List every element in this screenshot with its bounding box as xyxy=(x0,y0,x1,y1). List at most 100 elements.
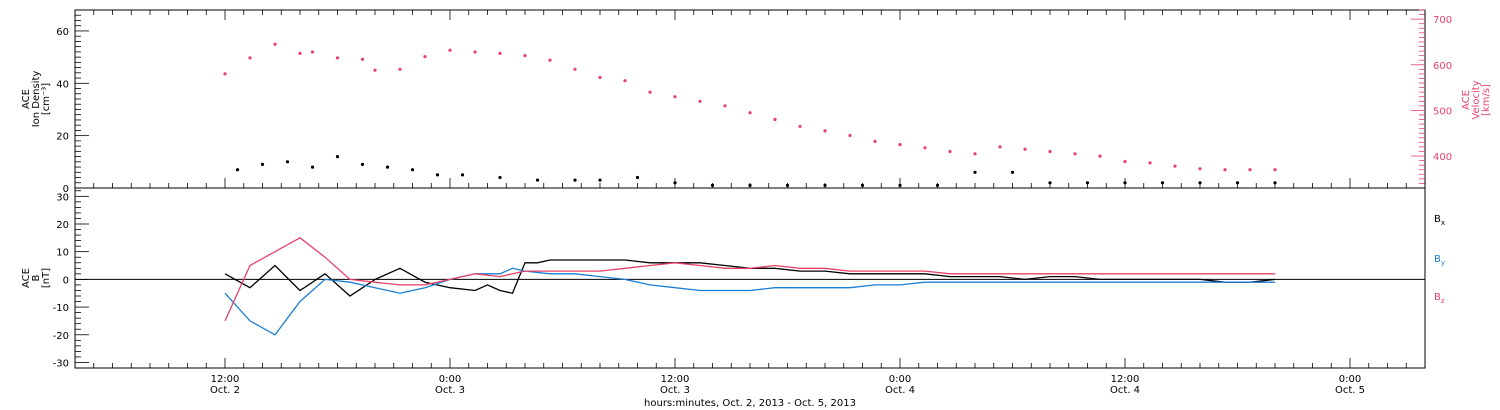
data-point xyxy=(335,155,340,159)
field-axis-label-line: ACE xyxy=(21,268,32,288)
data-point xyxy=(1048,181,1052,185)
legend-bz: Bz xyxy=(1434,292,1445,305)
time-tick-label: 0:00 xyxy=(439,374,461,385)
data-point xyxy=(1223,168,1227,172)
field-tick-label: 20 xyxy=(56,220,69,231)
data-point xyxy=(498,51,502,56)
data-point xyxy=(648,90,652,94)
data-point xyxy=(898,143,902,147)
data-point xyxy=(698,99,702,103)
date-tick-label: Oct. 3 xyxy=(435,385,465,396)
field-axis-label-line: [nT] xyxy=(41,268,52,288)
data-point xyxy=(573,67,577,71)
velocity-axis-label-line: [km/s] xyxy=(1481,84,1492,116)
data-point xyxy=(223,72,227,76)
x-axis-title: hours:minutes, Oct. 2, 2013 - Oct. 5, 20… xyxy=(644,398,856,409)
density-axis-label: ACE Ion Density [cm⁻³] xyxy=(21,71,52,128)
data-point xyxy=(948,149,952,154)
data-point xyxy=(573,178,577,182)
data-point xyxy=(673,95,677,99)
data-point xyxy=(623,79,627,83)
data-point xyxy=(373,68,377,72)
density-tick-label: 40 xyxy=(56,79,69,90)
data-point xyxy=(473,50,477,54)
field-tick-label: -10 xyxy=(53,303,69,314)
field-tick-label: -20 xyxy=(53,331,69,342)
data-point xyxy=(973,170,977,174)
data-point xyxy=(1273,181,1277,185)
magnetic-field-panel: -30 -20 -10 0 10 20 30 ACE B [nT] Bx By Bz xyxy=(21,187,1445,369)
data-point xyxy=(848,133,852,138)
velocity-tick-label: 700 xyxy=(1433,15,1452,26)
series-by xyxy=(224,267,1275,336)
velocity-axis-label: ACE Velocity [km/s] xyxy=(1461,80,1492,119)
date-tick-label: Oct. 4 xyxy=(885,385,915,396)
data-point xyxy=(498,175,502,180)
data-point xyxy=(535,178,540,182)
data-point xyxy=(1085,181,1090,185)
data-point xyxy=(460,173,465,177)
data-point xyxy=(635,175,640,180)
date-tick-label: Oct. 5 xyxy=(1335,385,1365,396)
data-point xyxy=(748,111,752,115)
data-point xyxy=(360,57,365,61)
field-tick-label: -30 xyxy=(53,358,69,369)
data-point xyxy=(435,173,440,177)
date-tick-label: Oct. 3 xyxy=(660,385,690,396)
data-point xyxy=(260,162,265,166)
data-point xyxy=(1235,181,1240,185)
data-point xyxy=(385,165,390,169)
top-panel-frame xyxy=(74,9,1426,189)
data-point xyxy=(1023,147,1027,151)
field-tick-label: 0 xyxy=(63,275,69,286)
field-tick-label: 10 xyxy=(56,248,69,259)
data-point xyxy=(798,124,802,128)
time-tick-label: 12:00 xyxy=(1111,374,1140,385)
data-point xyxy=(360,162,365,166)
bottom-panel-frame xyxy=(74,187,1426,369)
velocity-axis-label-line: ACE xyxy=(1461,90,1472,110)
velocity-tick-label: 400 xyxy=(1433,152,1452,163)
date-tick-label: Oct. 2 xyxy=(210,385,240,396)
data-point xyxy=(598,178,602,182)
data-point xyxy=(548,58,552,62)
data-point xyxy=(723,104,727,108)
data-point xyxy=(1248,168,1252,172)
data-point xyxy=(398,67,402,71)
density-tick-label: 0 xyxy=(63,184,69,195)
time-tick-label: 12:00 xyxy=(661,374,690,385)
data-point xyxy=(235,168,240,172)
data-point xyxy=(873,139,877,143)
data-point xyxy=(285,160,290,164)
data-point xyxy=(923,146,927,150)
time-tick-label: 0:00 xyxy=(1339,374,1361,385)
data-point xyxy=(773,117,777,122)
data-point xyxy=(1010,170,1015,174)
data-point xyxy=(823,129,827,133)
data-point xyxy=(1198,181,1202,185)
data-point xyxy=(523,54,527,58)
field-axis-label-line: B xyxy=(31,274,42,281)
data-point xyxy=(448,48,452,52)
data-point xyxy=(1160,181,1165,185)
density-axis-label-line: [cm⁻³] xyxy=(41,83,52,115)
series-ion-density xyxy=(235,155,1277,187)
legend-bx: Bx xyxy=(1434,214,1445,227)
date-tick-label: Oct. 4 xyxy=(1110,385,1140,396)
data-point xyxy=(298,51,302,56)
data-point xyxy=(1098,154,1102,158)
data-point xyxy=(310,50,315,54)
data-point xyxy=(973,152,977,156)
data-point xyxy=(1148,161,1152,165)
data-point xyxy=(273,42,277,46)
velocity-tick-label: 500 xyxy=(1433,106,1452,117)
velocity-tick-label: 600 xyxy=(1433,61,1452,72)
data-point xyxy=(1273,168,1277,172)
density-axis-label-line: ACE xyxy=(21,89,32,109)
data-point xyxy=(423,55,427,59)
series-bx xyxy=(224,259,1276,297)
density-axis-label-line: Ion Density xyxy=(31,71,42,128)
